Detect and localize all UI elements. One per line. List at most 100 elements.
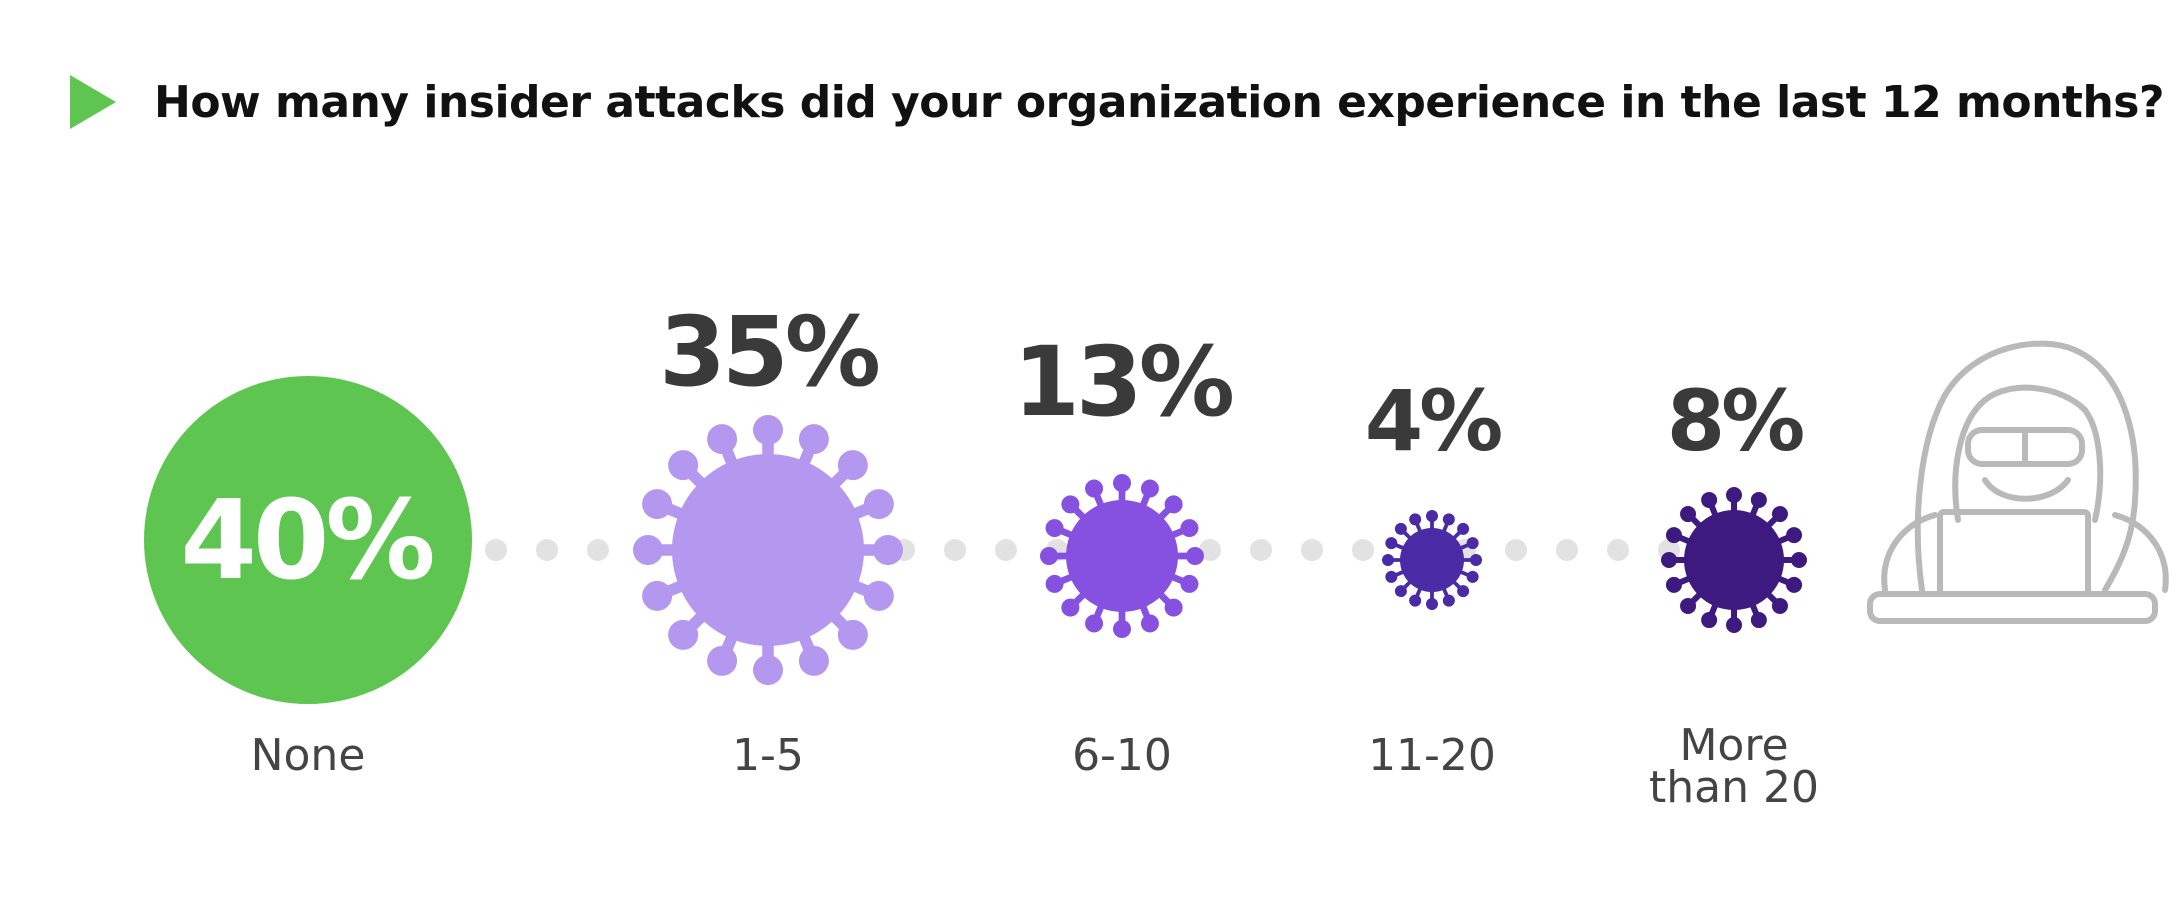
play-triangle-icon — [70, 75, 116, 129]
virus-body — [1400, 528, 1464, 592]
virus-spike-tip — [1665, 527, 1682, 544]
face-chin — [1982, 477, 2071, 502]
virus-spike-tip — [1786, 576, 1803, 593]
connector-dot — [536, 539, 558, 561]
title-marker-shape — [70, 75, 116, 129]
category-label-line: 6-10 — [1072, 730, 1172, 781]
virus-spike-tip — [1466, 570, 1479, 583]
connector-dot — [1352, 539, 1374, 561]
virus-spike-tip — [1701, 612, 1718, 629]
connector-dot — [587, 539, 609, 561]
category-label-line: 1-5 — [732, 730, 804, 781]
chart-header: How many insider attacks did your organi… — [70, 70, 2165, 134]
category-label: 1-5 — [732, 730, 804, 781]
category-label: None — [251, 730, 366, 781]
virus-spike-tip — [668, 450, 699, 481]
virus-icon — [1040, 474, 1204, 638]
virus-spike-tip — [1680, 506, 1697, 523]
connector-dot — [1301, 539, 1323, 561]
virus-icon — [633, 415, 903, 685]
virus-spike-tip — [1045, 519, 1064, 538]
connector-dot — [1505, 539, 1527, 561]
virus-spike-tip — [1394, 522, 1407, 535]
hooded-hacker-icon — [1867, 340, 2169, 624]
value-label: 4% — [1365, 372, 1501, 470]
virus-body — [672, 454, 864, 646]
virus-spike-tip — [1771, 506, 1788, 523]
virus-spike-tip — [633, 535, 663, 565]
virus-spike-tip — [837, 450, 868, 481]
value-label: 13% — [1013, 326, 1233, 438]
virus-spike-tip — [1680, 597, 1697, 614]
chart-title: How many insider attacks did your organi… — [154, 76, 2165, 128]
right-shoulder — [2112, 512, 2169, 593]
laptop-base — [1867, 591, 2158, 624]
virus-spike-tip — [863, 489, 894, 520]
virus-spike-tip — [837, 619, 868, 650]
virus-spike-tip — [1385, 570, 1398, 583]
virus-body — [1066, 500, 1178, 612]
category-label-line: 11-20 — [1368, 730, 1496, 781]
virus-spike-tip — [1164, 598, 1183, 617]
virus-spike-tip — [642, 489, 673, 520]
virus-spike-tip — [863, 580, 894, 611]
virus-spike-tip — [1382, 554, 1394, 566]
virus-spike-tip — [1164, 495, 1183, 514]
virus-spike-tip — [1470, 554, 1482, 566]
category-group: 4% 11-20 — [1365, 372, 1505, 781]
category-label-line: More — [1679, 720, 1788, 771]
virus-spike-tip — [798, 424, 829, 455]
virus-spike-tip — [1085, 614, 1104, 633]
laptop-screen — [1937, 509, 2091, 597]
virus-spike-tip — [1186, 547, 1204, 565]
virus-spike-tip — [1045, 574, 1064, 593]
connector-dot — [1556, 539, 1578, 561]
virus-spike-tip — [753, 415, 783, 445]
category-group: 13% 6-10 — [1013, 326, 1237, 781]
value-label: 35% — [659, 296, 879, 408]
connector-dot — [1199, 539, 1221, 561]
virus-spike-tip — [1726, 487, 1742, 503]
virus-spike-tip — [1140, 479, 1159, 498]
virus-spike-tip — [1661, 552, 1677, 568]
virus-spike-tip — [1771, 597, 1788, 614]
virus-spike-tip — [1409, 513, 1422, 526]
virus-spike-tip — [642, 580, 673, 611]
virus-spike-tip — [1457, 522, 1470, 535]
category-group: 35% 1-5 — [633, 296, 903, 781]
virus-spike-tip — [1085, 479, 1104, 498]
virus-spike-tip — [707, 424, 738, 455]
connector-dot — [944, 539, 966, 561]
category-label: 6-10 — [1072, 730, 1172, 781]
virus-spike-tip — [873, 535, 903, 565]
connector-dot — [995, 539, 1017, 561]
virus-spike-tip — [1426, 598, 1438, 610]
virus-spike-tip — [1180, 519, 1199, 538]
virus-spike-tip — [1442, 594, 1455, 607]
virus-spike-tip — [1466, 537, 1479, 550]
virus-spike-tip — [1750, 612, 1767, 629]
none-circle — [144, 376, 472, 704]
virus-spike-tip — [1180, 574, 1199, 593]
connector-dot — [1250, 539, 1272, 561]
category-label: More than 20 — [1649, 720, 1819, 813]
virus-spike-tip — [1040, 547, 1058, 565]
virus-spike-tip — [1426, 510, 1438, 522]
category-group: 8% More than 20 — [1649, 372, 1819, 813]
virus-spike-tip — [1409, 594, 1422, 607]
virus-icon — [1382, 510, 1482, 610]
category-label-line: than 20 — [1649, 762, 1819, 813]
hood-inner — [1952, 384, 2104, 523]
virus-spike-tip — [1140, 614, 1159, 633]
virus-spike-tip — [1394, 585, 1407, 598]
virus-spike-tip — [1665, 576, 1682, 593]
category-group: 40% None — [144, 376, 472, 781]
left-shoulder — [1881, 512, 1938, 593]
connector-dot — [485, 539, 507, 561]
connector-dot — [1607, 539, 1629, 561]
virus-spike-tip — [1385, 537, 1398, 550]
virus-spike-tip — [1726, 617, 1742, 633]
virus-spike-tip — [1750, 491, 1767, 508]
category-label-line: None — [251, 730, 366, 781]
